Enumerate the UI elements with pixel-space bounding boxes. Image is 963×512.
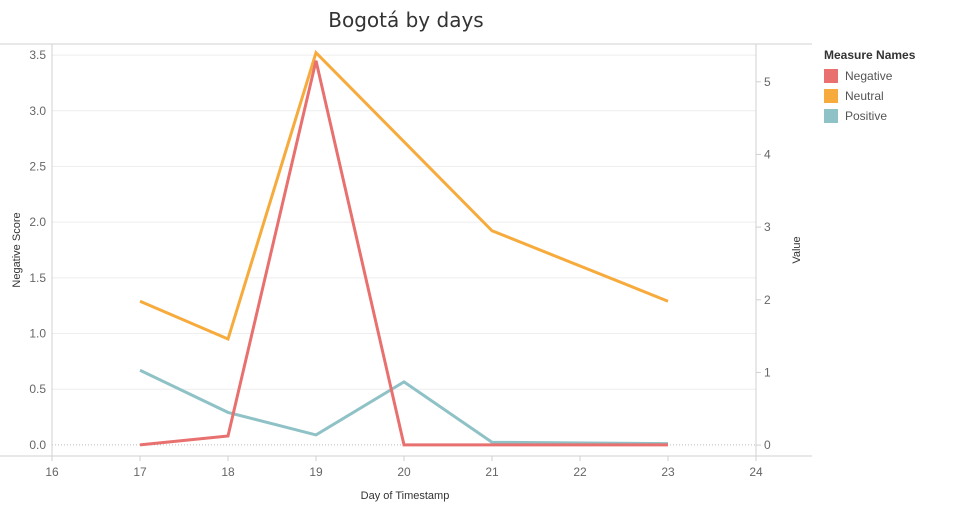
legend-item-positive[interactable]: Positive xyxy=(824,106,915,126)
x-tick-label: 19 xyxy=(309,465,323,479)
x-tick-label: 23 xyxy=(661,465,675,479)
right-y-tick-label: 3 xyxy=(764,220,771,234)
legend-swatch-negative xyxy=(824,69,838,83)
left-y-tick-label: 0.0 xyxy=(29,438,46,452)
chart-title: Bogotá by days xyxy=(328,8,484,32)
x-tick-label: 18 xyxy=(221,465,235,479)
series-line-neutral xyxy=(139,49,669,342)
legend-label-negative: Negative xyxy=(845,69,893,83)
legend-item-neutral[interactable]: Neutral xyxy=(824,86,915,106)
legend-label-neutral: Neutral xyxy=(845,89,884,103)
left-y-tick-label: 1.5 xyxy=(29,271,46,285)
right-y-axis-label: Value xyxy=(791,236,803,263)
x-tick-label: 22 xyxy=(573,465,587,479)
left-y-axis-ticks: 0.0 0.5 1.0 1.5 2.0 2.5 3.0 3.5 xyxy=(29,48,46,452)
left-y-tick-label: 3.0 xyxy=(29,104,46,118)
right-y-tick-label: 0 xyxy=(764,438,771,452)
series-line-negative xyxy=(139,60,668,447)
left-y-tick-label: 1.0 xyxy=(29,327,46,341)
series-line-positive xyxy=(139,368,669,446)
x-axis-label: Day of Timestamp xyxy=(361,490,450,502)
series-lines xyxy=(139,49,669,447)
right-y-tick-label: 5 xyxy=(764,75,771,89)
x-tick-label: 17 xyxy=(133,465,147,479)
plot-frame xyxy=(0,43,812,457)
right-y-tick-label: 4 xyxy=(764,147,771,161)
x-axis-ticks: 16 17 18 19 20 21 22 23 24 xyxy=(45,456,763,479)
x-tick-label: 21 xyxy=(485,465,499,479)
x-tick-label: 20 xyxy=(397,465,411,479)
left-y-tick-label: 2.5 xyxy=(29,159,46,173)
x-tick-label: 24 xyxy=(749,465,763,479)
gridlines xyxy=(52,54,756,446)
left-y-tick-label: 0.5 xyxy=(29,382,46,396)
right-y-tick-label: 2 xyxy=(764,293,771,307)
x-tick-label: 16 xyxy=(45,465,59,479)
right-y-axis-ticks: 0 1 2 3 4 5 xyxy=(756,75,771,452)
legend-item-negative[interactable]: Negative xyxy=(824,66,915,86)
legend-label-positive: Positive xyxy=(845,109,888,123)
legend: Measure Names Negative Neutral Positive xyxy=(824,48,915,126)
legend-swatch-positive xyxy=(824,109,838,123)
right-y-tick-label: 1 xyxy=(764,365,771,379)
left-y-tick-label: 3.5 xyxy=(29,48,46,62)
legend-swatch-neutral xyxy=(824,89,838,103)
left-y-axis-label: Negative Score xyxy=(11,212,23,287)
left-y-tick-label: 2.0 xyxy=(29,215,46,229)
legend-title: Measure Names xyxy=(824,48,916,62)
